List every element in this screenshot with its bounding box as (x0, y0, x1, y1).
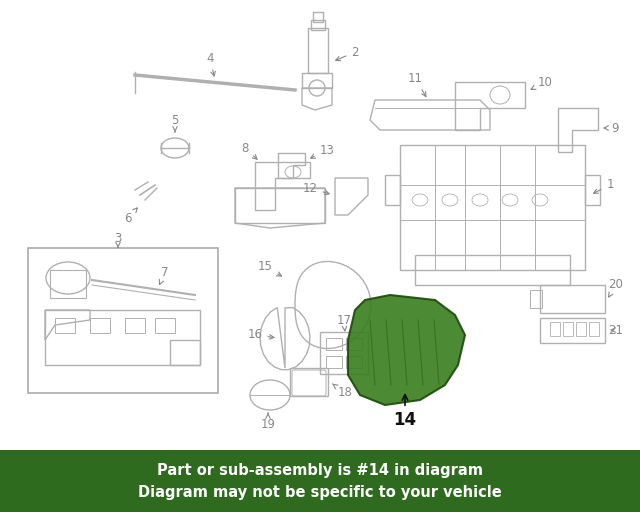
Text: 21: 21 (609, 324, 623, 336)
Bar (90, 318, 110, 333)
Bar (0, 450, 640, 512)
Bar (540, 285, 605, 313)
Bar (530, 290, 542, 308)
Text: 18: 18 (333, 384, 353, 399)
Text: 6: 6 (124, 208, 137, 224)
Bar (28, 248, 218, 393)
Bar (302, 73, 332, 88)
Bar (346, 338, 362, 350)
Polygon shape (348, 295, 465, 405)
Text: Part or sub-assembly is #14 in diagram: Part or sub-assembly is #14 in diagram (157, 462, 483, 478)
Bar (50, 270, 86, 298)
Bar (313, 12, 323, 22)
Bar (155, 318, 175, 333)
Bar (540, 318, 605, 343)
Text: 14: 14 (394, 395, 417, 429)
Bar (589, 322, 599, 336)
Bar (585, 175, 600, 205)
Bar (550, 322, 560, 336)
Bar (311, 20, 325, 30)
Bar (326, 356, 342, 368)
Text: Diagram may not be specific to your vehicle: Diagram may not be specific to your vehi… (138, 484, 502, 500)
Bar (576, 322, 586, 336)
Text: 8: 8 (241, 141, 257, 159)
Text: 17: 17 (337, 313, 351, 331)
Bar (563, 322, 573, 336)
Bar (320, 332, 368, 374)
Text: 4: 4 (206, 52, 215, 76)
Text: 3: 3 (115, 231, 122, 247)
Bar (125, 318, 145, 333)
Bar (290, 368, 328, 396)
Bar (308, 28, 328, 73)
Bar (415, 255, 570, 285)
Text: 15: 15 (257, 261, 282, 276)
Bar (400, 145, 585, 270)
Text: 20: 20 (609, 279, 623, 297)
Text: 7: 7 (159, 266, 169, 284)
Bar (45, 310, 200, 365)
Bar (346, 356, 362, 368)
Text: 11: 11 (408, 72, 426, 97)
Text: 13: 13 (310, 143, 335, 158)
Text: 1: 1 (593, 179, 614, 193)
Text: 12: 12 (303, 181, 329, 195)
Text: 9: 9 (604, 121, 619, 135)
Text: 16: 16 (248, 329, 274, 342)
Text: 19: 19 (260, 413, 275, 432)
Bar (326, 338, 342, 350)
Bar (235, 188, 325, 223)
Text: 10: 10 (531, 75, 552, 90)
Text: 5: 5 (172, 114, 179, 132)
Bar (55, 318, 75, 333)
Bar (385, 175, 400, 205)
Text: 2: 2 (336, 46, 359, 60)
